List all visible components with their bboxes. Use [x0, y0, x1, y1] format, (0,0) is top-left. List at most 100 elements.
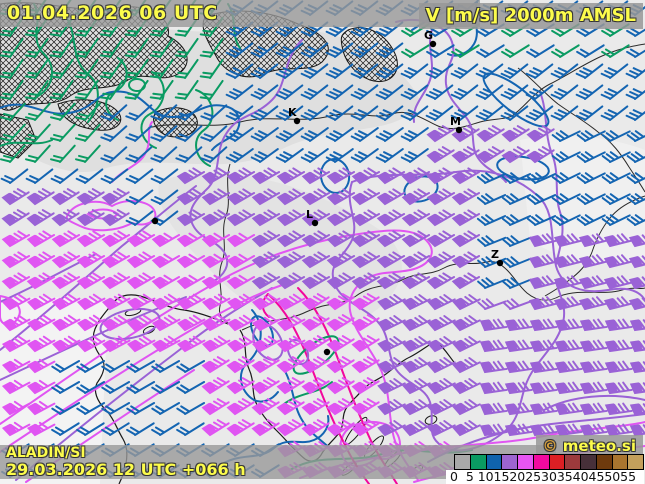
wind-barb: [550, 105, 579, 121]
wind-barb: [275, 63, 304, 79]
wind-barb: [452, 336, 481, 353]
wind-barb: [200, 104, 228, 121]
wind-barb: [579, 423, 608, 437]
wind-barb: [276, 335, 306, 353]
wind-barb: [276, 293, 306, 311]
wind-barb: [500, 84, 529, 100]
wind-barb: [226, 398, 255, 416]
wind-barb: [49, 79, 74, 100]
wind-barb: [26, 230, 56, 248]
wind-barb: [504, 360, 533, 374]
wind-barb: [251, 272, 281, 290]
wind-barb: [528, 254, 558, 269]
wind-barb: [201, 188, 231, 206]
wind-barb: [201, 377, 230, 395]
wind-barb: [126, 230, 156, 248]
wind-barb: [176, 232, 206, 248]
wind-barb: [150, 104, 178, 121]
wind-barb: [25, 123, 51, 142]
legend-tick-label: 10: [477, 469, 494, 484]
wind-barb: [525, 105, 554, 121]
wind-barb: [1, 209, 30, 227]
wind-barb: [101, 188, 130, 206]
city-marker: [496, 259, 504, 267]
wind-barb: [426, 209, 456, 227]
wind-barb: [101, 209, 130, 227]
wind-barb: [250, 42, 279, 58]
wind-barb: [76, 251, 106, 269]
wind-barb: [350, 127, 379, 142]
legend-tick-label: 50: [604, 469, 621, 484]
wind-barb: [625, 84, 645, 100]
city-marker: [311, 219, 319, 227]
wind-barb: [125, 168, 154, 184]
wind-barb: [176, 335, 206, 353]
wind-barb: [275, 148, 304, 163]
wind-barb: [475, 84, 504, 100]
wind-barb: [225, 63, 254, 79]
wind-barb: [150, 146, 178, 163]
wind-barb: [452, 315, 481, 332]
wind-barb: [603, 275, 633, 290]
wind-barb: [51, 251, 81, 269]
wind-barb: [351, 188, 381, 206]
wind-barb: [201, 335, 231, 353]
legend-swatch: [612, 455, 629, 469]
wind-barb: [26, 209, 55, 227]
wind-barb: [476, 44, 505, 58]
wind-barb: [578, 296, 608, 311]
wind-barb: [126, 293, 156, 311]
wind-barb: [99, 58, 124, 79]
wind-barb: [326, 272, 356, 290]
wind-barb: [402, 420, 431, 437]
wind-barb: [124, 37, 149, 58]
legend-tick-label: 40: [572, 469, 589, 484]
wind-barb: [51, 314, 81, 332]
wind-barb: [76, 314, 106, 332]
wind-barb: [51, 209, 80, 227]
wind-barb: [452, 399, 481, 416]
city-label: K: [288, 106, 297, 119]
wind-barb: [276, 377, 305, 395]
isotach-contour: [65, 200, 157, 232]
wind-barb: [301, 188, 331, 206]
wind-barb: [176, 314, 206, 332]
wind-barb: [76, 422, 105, 436]
wind-barb: [126, 381, 156, 394]
wind-barb: [452, 378, 481, 395]
wind-barb: [301, 356, 330, 374]
wind-barb: [351, 230, 381, 248]
wind-barb: [275, 84, 304, 100]
wind-barb: [250, 148, 279, 163]
wind-barb: [476, 193, 507, 205]
wind-barb: [151, 232, 181, 248]
wind-barb: [1, 335, 31, 353]
wind-barb: [176, 253, 206, 269]
wind-barb: [76, 272, 106, 290]
wind-barb: [301, 335, 330, 353]
wind-barb: [0, 37, 24, 58]
wind-barb: [479, 339, 508, 353]
wind-barb: [427, 294, 456, 311]
wind-barb: [301, 377, 330, 395]
legend-swatch: [581, 455, 597, 469]
wind-barb: [376, 209, 406, 227]
wind-barb: [174, 37, 199, 58]
wind-barb: [625, 105, 645, 121]
wind-barb: [301, 230, 331, 248]
wind-barb: [99, 79, 124, 100]
wind-barb: [99, 37, 124, 58]
wind-barb: [125, 146, 153, 163]
wind-barb: [351, 398, 380, 416]
wind-barb: [26, 400, 56, 416]
wind-barb: [199, 79, 224, 100]
wind-barb: [301, 314, 330, 332]
wind-barb: [575, 84, 604, 100]
wind-barb: [425, 105, 454, 121]
wind-barb: [550, 84, 579, 100]
wind-barb: [300, 21, 329, 37]
wind-barb: [325, 84, 354, 100]
city-label: M: [450, 115, 461, 128]
wind-barb: [226, 293, 256, 311]
wind-barb: [301, 293, 330, 311]
